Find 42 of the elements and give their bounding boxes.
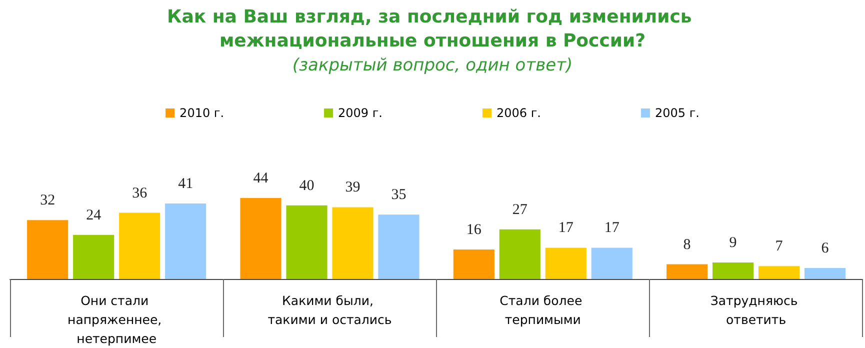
data-label: 41 bbox=[178, 176, 194, 192]
data-label: 6 bbox=[821, 240, 830, 256]
data-label: 35 bbox=[391, 187, 406, 204]
bar bbox=[73, 234, 114, 279]
bar bbox=[119, 212, 160, 279]
legend-label: 2010 г. bbox=[180, 106, 224, 120]
bar bbox=[545, 248, 586, 279]
data-label: 32 bbox=[40, 192, 56, 209]
data-label: 17 bbox=[604, 220, 620, 236]
legend-label: 2009 г. bbox=[338, 106, 383, 120]
data-label: 16 bbox=[466, 222, 482, 238]
bar bbox=[666, 264, 708, 279]
x-tick-label: Затрудняюсь ответить bbox=[710, 293, 802, 327]
bar bbox=[378, 214, 420, 279]
chart-title: Как на Ваш взгляд, за последний год изменились межнациональные отношения в России? bbox=[166, 6, 698, 52]
bar bbox=[591, 248, 632, 279]
data-label: 36 bbox=[132, 185, 148, 202]
data-label: 27 bbox=[512, 202, 528, 218]
x-tick-label: Они стали напряженнее, нетерпимее bbox=[68, 293, 166, 346]
data-label: 8 bbox=[683, 236, 691, 253]
bar bbox=[286, 205, 328, 279]
data-label: 7 bbox=[775, 238, 784, 255]
data-label: 44 bbox=[253, 170, 269, 187]
bar bbox=[712, 262, 754, 279]
legend-label: 2005 г. bbox=[654, 106, 700, 120]
data-label: 40 bbox=[299, 178, 314, 194]
x-tick-label: Какими были, такими и остались bbox=[268, 293, 392, 327]
bar bbox=[332, 207, 374, 279]
legend-label: 2006 г. bbox=[496, 106, 541, 120]
data-label: 24 bbox=[86, 207, 102, 224]
bar bbox=[240, 198, 282, 279]
data-label: 39 bbox=[345, 180, 360, 196]
bar bbox=[804, 268, 846, 279]
bar bbox=[499, 229, 540, 279]
data-label: 17 bbox=[558, 220, 574, 236]
x-tick-label: Стали более терпимыми bbox=[500, 293, 586, 327]
bar bbox=[165, 204, 206, 279]
chart-subtitle: (закрытый вопрос, один ответ) bbox=[292, 56, 573, 76]
bar bbox=[758, 266, 800, 279]
data-label: 9 bbox=[729, 234, 737, 251]
bar bbox=[453, 250, 494, 279]
bar bbox=[27, 220, 68, 279]
